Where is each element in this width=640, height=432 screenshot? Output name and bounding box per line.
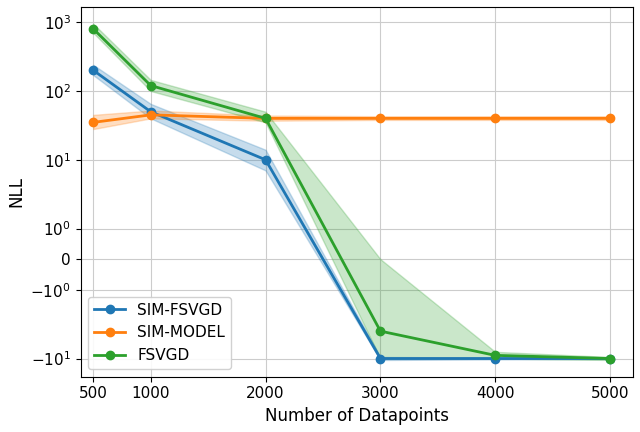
Legend: SIM-FSVGD, SIM-MODEL, FSVGD: SIM-FSVGD, SIM-MODEL, FSVGD — [88, 297, 231, 369]
SIM-MODEL — [262, 116, 269, 121]
FSVGD — [492, 353, 499, 358]
FSVGD — [262, 116, 269, 121]
SIM-FSVGD — [606, 356, 614, 361]
Line: SIM-MODEL: SIM-MODEL — [89, 111, 614, 127]
SIM-MODEL — [90, 120, 97, 125]
FSVGD — [376, 329, 384, 334]
SIM-MODEL — [147, 112, 155, 118]
SIM-FSVGD — [262, 157, 269, 162]
Y-axis label: NLL: NLL — [7, 176, 25, 207]
SIM-FSVGD — [90, 68, 97, 73]
FSVGD — [147, 83, 155, 88]
FSVGD — [606, 356, 614, 361]
SIM-FSVGD — [492, 356, 499, 361]
SIM-MODEL — [492, 116, 499, 121]
SIM-MODEL — [376, 116, 384, 121]
SIM-MODEL — [606, 116, 614, 121]
FSVGD — [90, 26, 97, 32]
Line: SIM-FSVGD: SIM-FSVGD — [89, 66, 614, 363]
X-axis label: Number of Datapoints: Number of Datapoints — [265, 407, 449, 425]
Line: FSVGD: FSVGD — [89, 25, 614, 363]
SIM-FSVGD — [376, 356, 384, 361]
SIM-FSVGD — [147, 109, 155, 114]
